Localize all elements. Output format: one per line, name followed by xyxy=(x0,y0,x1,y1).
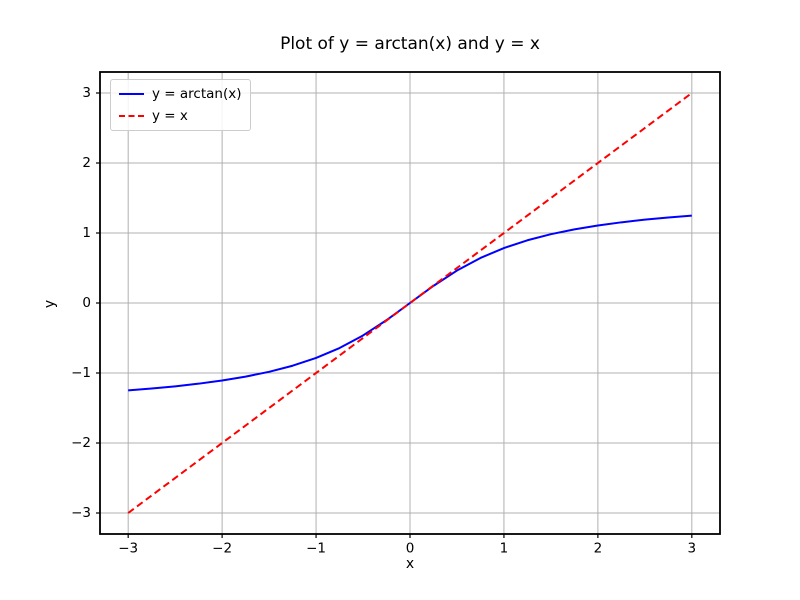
series-line-1 xyxy=(127,92,693,514)
y-tick-label: 2 xyxy=(82,155,91,171)
x-tick-label: 0 xyxy=(406,541,415,557)
legend-line-solid-icon xyxy=(119,93,144,95)
y-tick-label: −1 xyxy=(71,365,91,381)
y-tick-label: −3 xyxy=(71,505,91,521)
x-tick-label: −1 xyxy=(306,541,326,557)
x-tick-label: 1 xyxy=(500,541,509,557)
x-tick-label: 3 xyxy=(688,541,697,557)
y-tick-label: 3 xyxy=(82,85,91,101)
series-line-0 xyxy=(128,214,692,392)
chart-title: Plot of y = arctan(x) and y = x xyxy=(280,34,540,54)
y-tick-label: 1 xyxy=(82,225,91,241)
x-tick-label: 2 xyxy=(594,541,603,557)
y-tick-label: −2 xyxy=(71,435,91,451)
x-tick-label: −2 xyxy=(212,541,232,557)
legend-label: y = x xyxy=(152,108,188,124)
y-axis-label: y xyxy=(42,299,58,309)
legend-line-dashed-icon xyxy=(119,115,144,117)
legend-item-arctan: y = arctan(x) xyxy=(119,84,241,104)
x-tick-label: −3 xyxy=(118,541,138,557)
legend-label: y = arctan(x) xyxy=(152,86,242,102)
x-axis-label: x xyxy=(405,556,415,572)
legend-item-yx: y = x xyxy=(119,106,241,126)
y-tick-label: 0 xyxy=(82,295,91,311)
legend: y = arctan(x) y = x xyxy=(110,79,252,131)
